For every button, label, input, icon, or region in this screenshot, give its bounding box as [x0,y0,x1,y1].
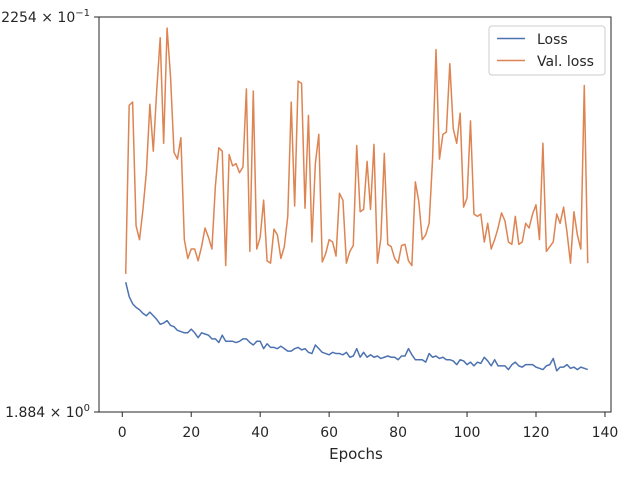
x-tick-label: 140 [592,425,619,441]
x-tick-label: 20 [182,425,200,441]
y-axis-ticks: 1.884 × 100 2.2254 × 10−1 [0,8,99,421]
x-tick-label: 80 [389,425,407,441]
x-tick-label: 60 [320,425,338,441]
x-tick-label: 100 [454,425,481,441]
legend-label-val-loss: Val. loss [537,54,594,70]
legend-label-loss: Loss [537,32,568,48]
x-tick-label: 120 [523,425,550,441]
x-axis-title: Epochs [329,445,383,463]
x-tick-label: 0 [118,425,127,441]
x-tick-label: 40 [251,425,269,441]
axes-frame [98,16,612,413]
series-line-loss [124,281,588,372]
series-line-val-loss [124,27,589,274]
legend: Loss Val. loss [488,25,606,76]
plot-border [98,16,612,413]
x-axis-ticks: 0 20 40 60 80 100 120 140 [118,412,619,441]
y-tick-label: 1.884 × 100 [5,403,90,421]
y-tick-label: 2.2254 × 10−1 [0,8,90,26]
plot-lines [124,27,589,372]
